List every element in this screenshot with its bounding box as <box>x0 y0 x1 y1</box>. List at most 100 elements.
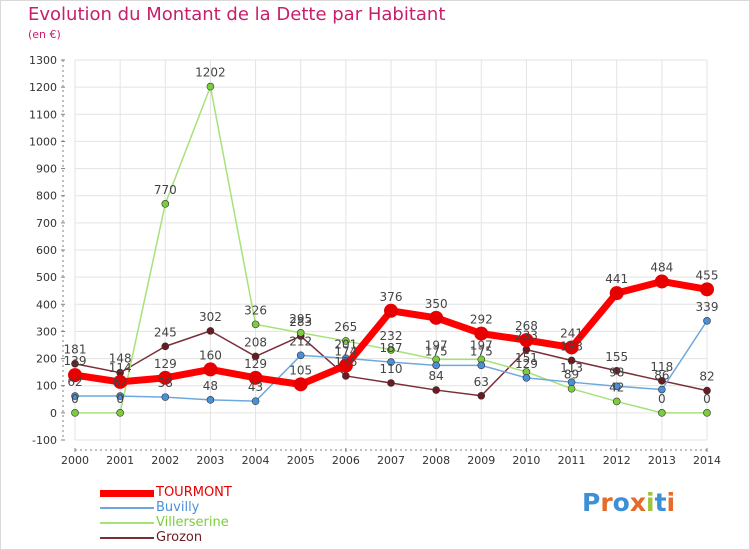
data-label: 155 <box>605 350 628 364</box>
y-tick-label: 1100 <box>29 108 57 121</box>
data-label: 114 <box>109 361 132 375</box>
x-tick-label: 2001 <box>106 454 134 467</box>
data-label: 151 <box>515 351 538 365</box>
data-label: 105 <box>289 363 312 377</box>
data-label: 197 <box>425 338 448 352</box>
legend-swatch <box>100 489 154 497</box>
data-label: 181 <box>64 343 87 357</box>
data-label: 1202 <box>195 66 226 80</box>
data-point <box>658 409 666 417</box>
x-tick-label: 2013 <box>648 454 676 467</box>
data-label: 326 <box>244 303 267 317</box>
data-label: 160 <box>199 348 222 362</box>
data-label: 148 <box>109 352 132 366</box>
y-tick-label: 700 <box>36 217 57 230</box>
data-label: 283 <box>289 315 312 329</box>
data-label: 139 <box>64 354 87 368</box>
data-label: 42 <box>609 380 624 394</box>
data-point <box>477 391 486 400</box>
data-point <box>429 310 444 325</box>
data-label: 193 <box>560 339 583 353</box>
legend-label: TOURMONT <box>156 485 232 500</box>
series-layer <box>68 82 714 417</box>
data-point <box>338 358 353 373</box>
x-tick-label: 2010 <box>512 454 540 467</box>
data-point <box>251 320 260 329</box>
data-label: 295 <box>289 312 312 326</box>
data-label: 89 <box>564 368 579 382</box>
data-label: 129 <box>244 357 267 371</box>
x-tick-label: 2007 <box>377 454 405 467</box>
data-label: 48 <box>203 379 218 393</box>
legend-swatch <box>100 522 154 524</box>
x-tick-label: 2014 <box>693 454 721 467</box>
x-tick-label: 2004 <box>242 454 270 467</box>
data-point <box>700 282 714 297</box>
data-point <box>387 346 395 354</box>
data-point <box>161 200 170 208</box>
data-label: 86 <box>654 369 669 383</box>
data-label: 339 <box>696 300 719 314</box>
data-point <box>116 409 124 417</box>
data-label: 174 <box>334 345 357 359</box>
y-tick-label: 400 <box>36 298 57 311</box>
data-point <box>113 374 128 389</box>
data-label: 113 <box>560 361 583 375</box>
x-tick-label: 2011 <box>558 454 586 467</box>
data-point <box>296 328 305 337</box>
data-label: 212 <box>289 334 312 348</box>
data-label: 62 <box>67 375 82 389</box>
y-tick-label: 600 <box>36 244 57 257</box>
data-point <box>567 384 576 393</box>
data-label: 0 <box>658 392 666 406</box>
y-tick-label: 1200 <box>29 81 57 94</box>
data-point <box>612 382 621 391</box>
data-point <box>251 352 260 361</box>
data-label: 63 <box>474 375 489 389</box>
data-label: 350 <box>425 297 448 311</box>
legend-item: Villerserine <box>100 515 360 531</box>
y-tick-label: 1000 <box>29 135 57 148</box>
data-label: 0 <box>71 392 79 406</box>
y-tick-label: 100 <box>36 380 57 393</box>
data-label: 118 <box>650 360 673 374</box>
x-tick-label: 2012 <box>603 454 631 467</box>
data-point <box>567 356 576 365</box>
brand-letter: t <box>654 488 667 517</box>
data-point <box>206 82 215 91</box>
data-point <box>703 317 711 325</box>
x-tick-label: 2000 <box>61 454 89 467</box>
y-tick-label: 0 <box>50 407 57 420</box>
data-label: 175 <box>470 344 493 358</box>
data-label: 84 <box>429 369 444 383</box>
data-label: 0 <box>116 392 124 406</box>
legend-swatch <box>100 507 154 509</box>
legend-swatch <box>100 537 154 539</box>
chart-unit: (en €) <box>28 28 61 41</box>
legend-item: Buvilly <box>100 500 360 516</box>
data-label: 175 <box>425 344 448 358</box>
data-label: 98 <box>609 365 624 379</box>
brand-logo-text: Proxiti <box>582 488 675 517</box>
data-point <box>432 361 440 370</box>
legend-item: Grozon <box>100 530 360 546</box>
data-point <box>567 378 576 386</box>
data-point <box>71 359 79 368</box>
brand-letter: P <box>582 488 601 517</box>
data-point <box>293 377 308 392</box>
data-point <box>474 326 489 341</box>
data-point <box>612 366 621 375</box>
data-label: 376 <box>380 290 403 304</box>
data-point <box>658 385 666 394</box>
data-point <box>161 393 170 401</box>
legend: TOURMONT Buvilly Villerserine Grozon <box>100 485 360 546</box>
brand-letter: x <box>629 488 646 517</box>
data-point <box>71 392 79 400</box>
x-axis-ticks: 2000 2001 2002 2003 2004 2005 2006 2007 2008 2009… <box>61 448 721 467</box>
data-point <box>158 370 173 385</box>
data-label: 129 <box>515 357 538 371</box>
data-point <box>564 340 579 355</box>
data-label: 58 <box>158 376 173 390</box>
